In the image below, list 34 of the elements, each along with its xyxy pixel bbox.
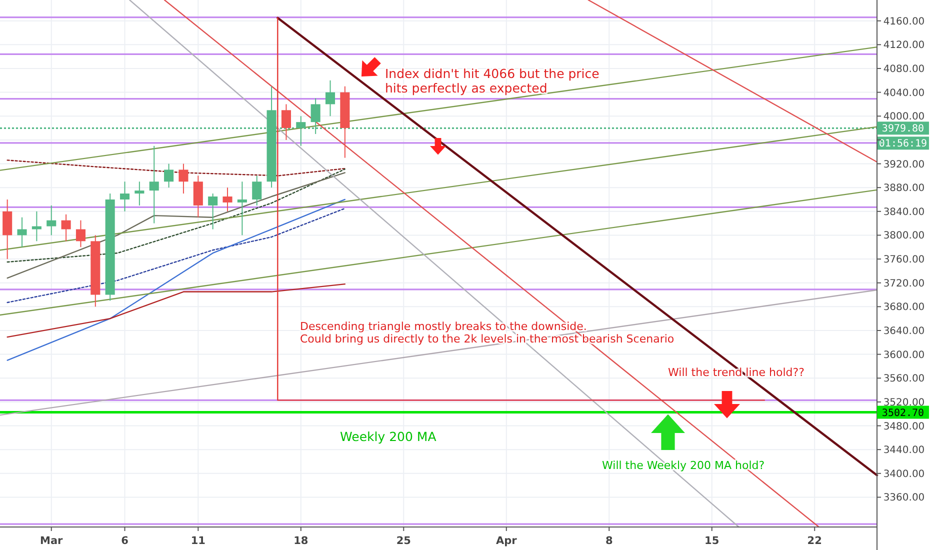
y-tick-label: 3600.00	[883, 350, 925, 361]
y-tick-label: 3720.00	[883, 278, 925, 290]
y-tick-label: 3480.00	[883, 421, 925, 432]
y-tick-label: 4040.00	[883, 88, 925, 99]
y-tick-label: 4120.00	[883, 40, 925, 52]
x-tick-label: 11	[190, 535, 206, 547]
y-tick-label: 4080.00	[883, 64, 925, 75]
y-tick-label: 3640.00	[883, 326, 925, 337]
y-tick-label: 3560.00	[883, 374, 925, 385]
y-tick-label: 3440.00	[883, 445, 925, 456]
x-tick-label: 22	[807, 535, 822, 547]
x-tick-label: 6	[121, 535, 128, 547]
y-tick-label: 3760.00	[883, 254, 925, 266]
y-tick-label: 3920.00	[883, 159, 925, 170]
y-tick-label: 3680.00	[883, 302, 925, 314]
annotation: Weekly 200 MA	[340, 429, 437, 444]
ref-line-label: 3502.70	[882, 408, 924, 419]
annotation: Index didn't hit 4066 but the price hits perfectly as expected	[385, 66, 600, 96]
ref-line-label: 3979.80	[882, 124, 924, 135]
x-tick-label: 15	[704, 535, 720, 547]
y-tick-label: 3800.00	[883, 230, 925, 242]
x-tick-label: 18	[294, 535, 308, 547]
x-tick-label: Mar	[40, 535, 64, 547]
y-tick-label: 3400.00	[883, 468, 925, 480]
annotation: Will the trend line hold??	[668, 366, 805, 379]
x-tick-label: Apr	[496, 535, 518, 547]
y-tick-label: 3880.00	[883, 183, 925, 194]
y-tick-label: 4000.00	[883, 112, 925, 123]
text: 01:56:19	[878, 138, 928, 150]
y-tick-label: 3840.00	[883, 206, 925, 218]
y-tick-label: 4160.00	[883, 16, 925, 28]
x-tick-label: 8	[605, 535, 613, 547]
x-tick-label: 25	[396, 535, 411, 547]
y-tick-label: 3360.00	[883, 492, 925, 504]
